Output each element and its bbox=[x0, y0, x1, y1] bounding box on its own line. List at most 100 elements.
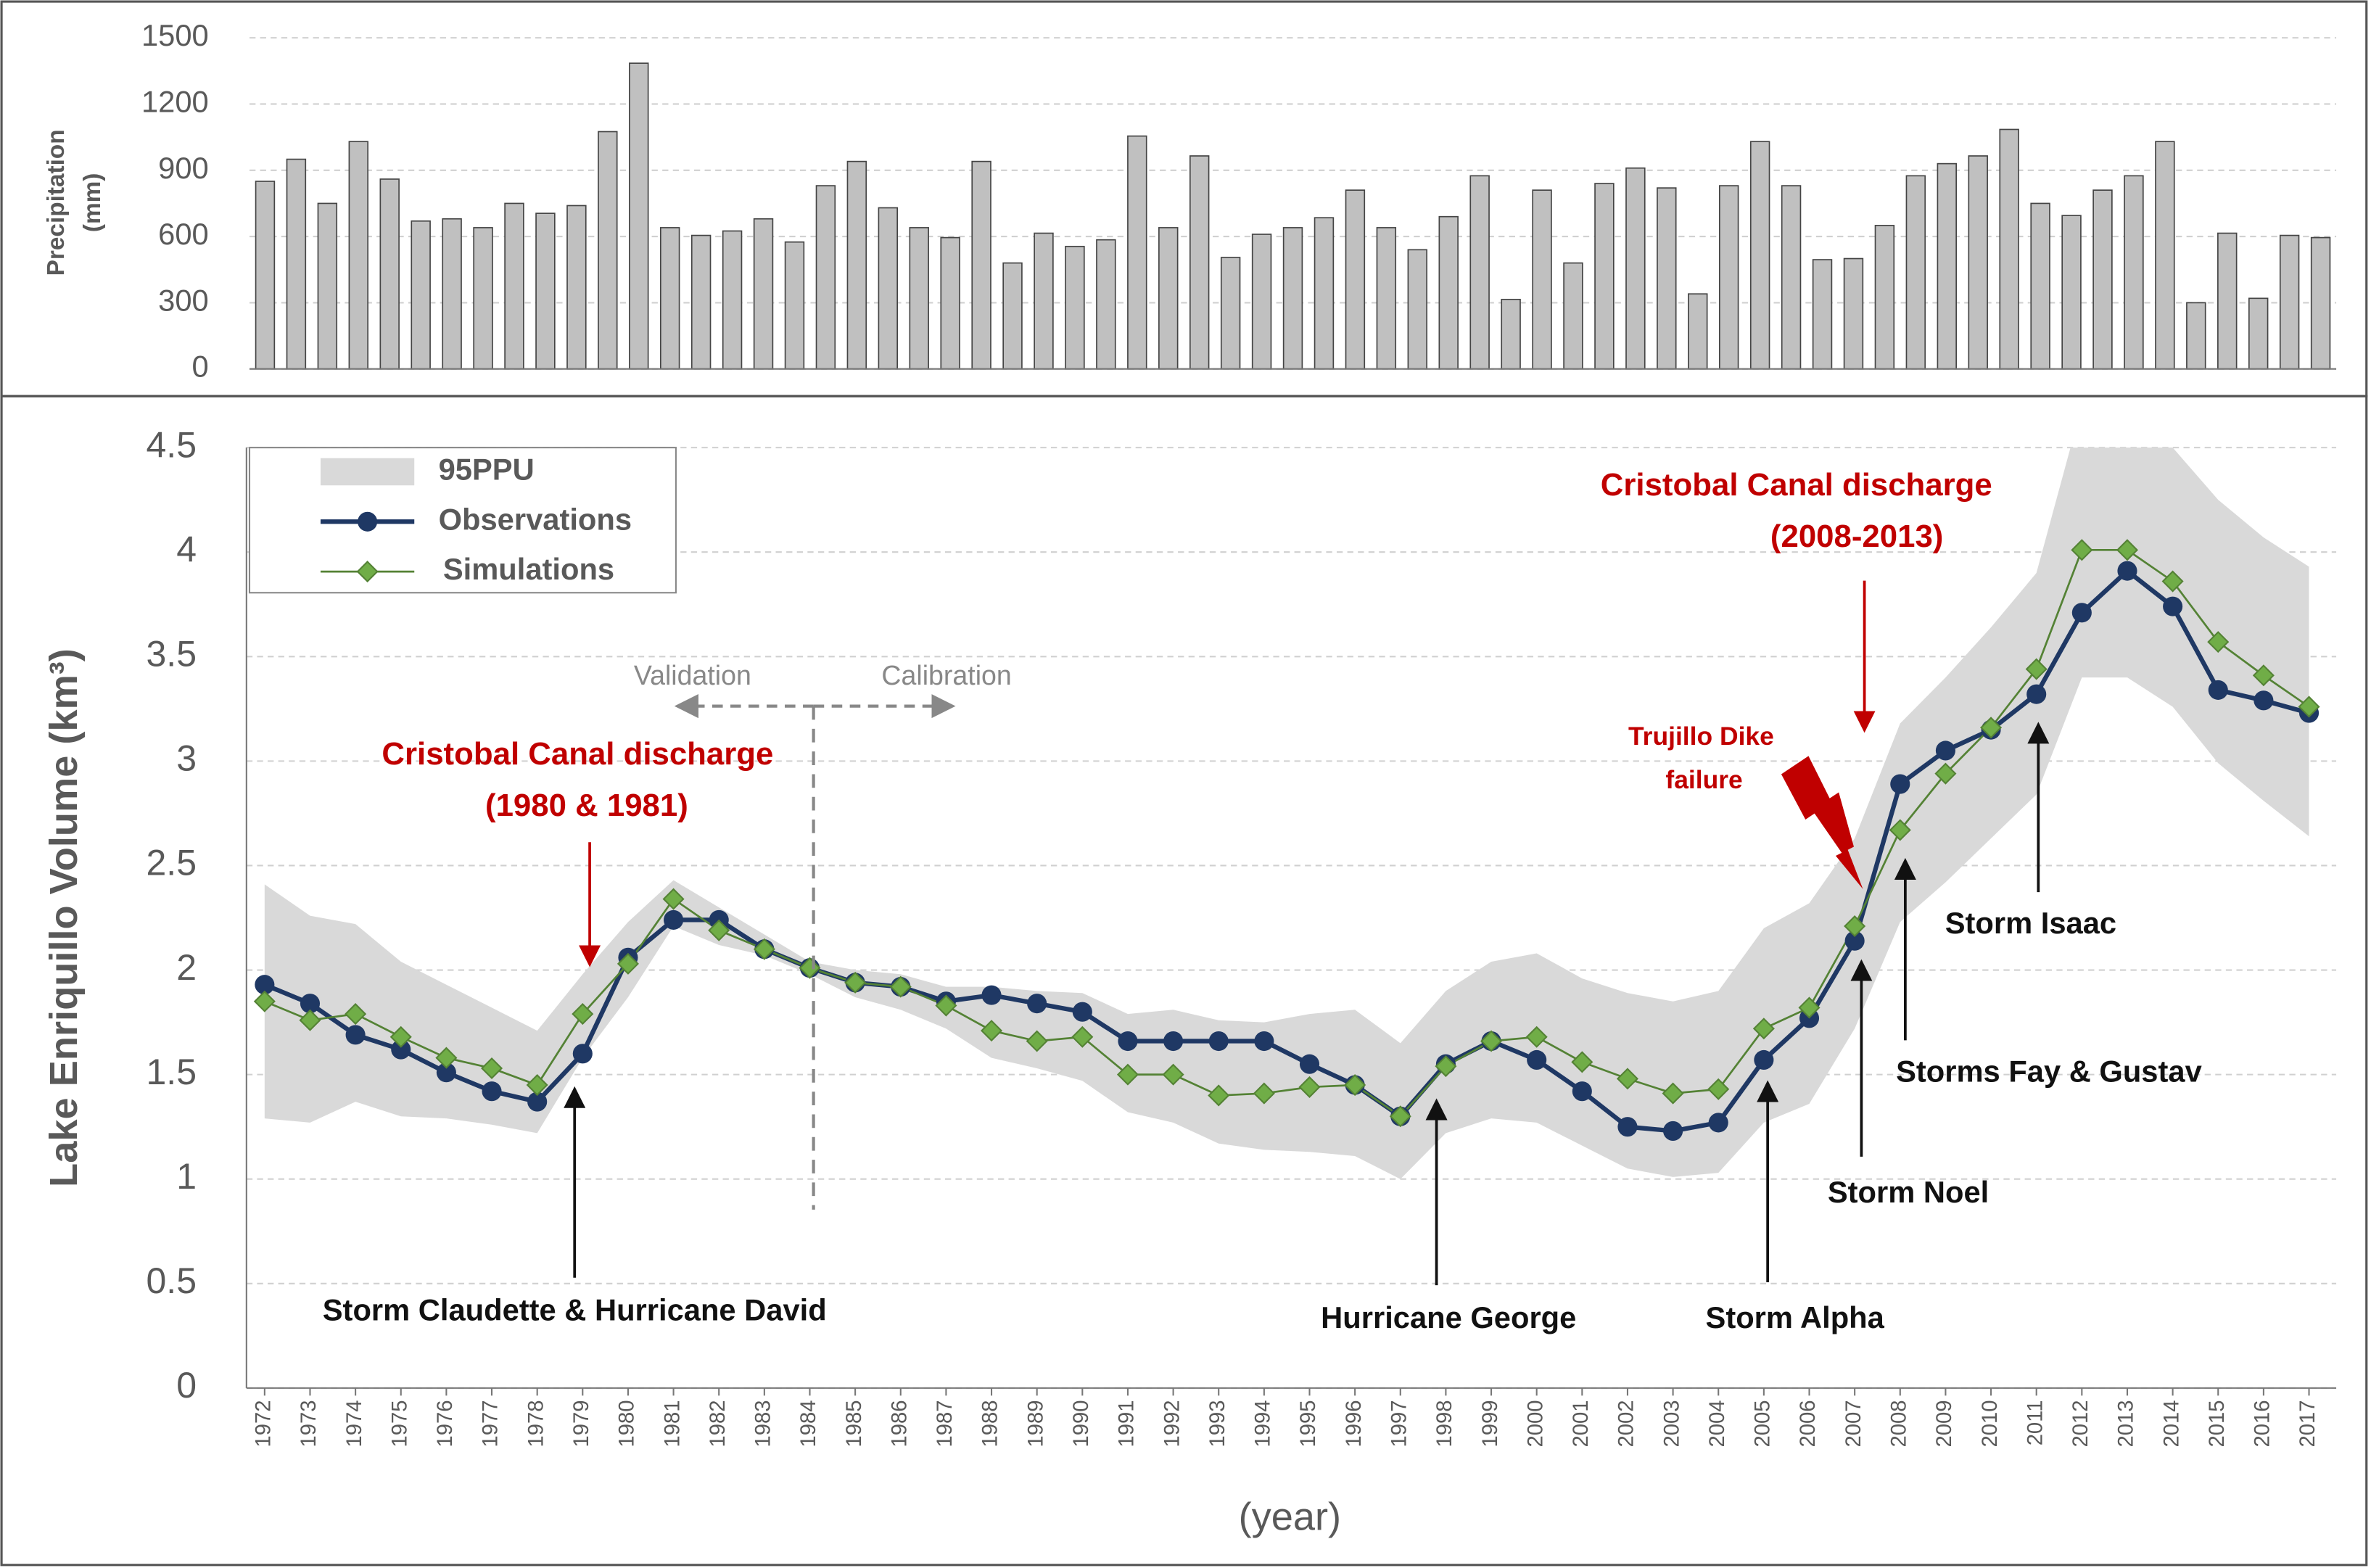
simulation-point bbox=[1934, 762, 1957, 785]
y-tick-label: 0 bbox=[192, 350, 209, 384]
observation-point bbox=[1935, 740, 1955, 761]
bar bbox=[722, 230, 743, 370]
observation-point bbox=[1663, 1121, 1683, 1141]
bar bbox=[2217, 232, 2238, 370]
bar bbox=[598, 131, 618, 370]
simulation-point bbox=[2298, 696, 2320, 718]
bar bbox=[1407, 249, 1428, 370]
bar bbox=[1065, 245, 1085, 370]
bar bbox=[379, 178, 400, 370]
x-tick-label: 1981 bbox=[661, 1400, 684, 1448]
annotation: Storm Isaac bbox=[1945, 906, 2116, 940]
bar bbox=[878, 207, 899, 370]
simulation-point bbox=[844, 971, 867, 994]
simulation-point bbox=[299, 1009, 321, 1031]
observation-point bbox=[1163, 1031, 1184, 1052]
x-tick-label: 1977 bbox=[479, 1400, 503, 1448]
simulation-point bbox=[1298, 1076, 1321, 1098]
x-tick-label: 2005 bbox=[1752, 1400, 1775, 1448]
bar bbox=[1688, 293, 1708, 370]
uncertainty-band bbox=[264, 447, 2309, 1179]
y-tick-label: 1500 bbox=[141, 18, 209, 52]
bar bbox=[753, 218, 774, 370]
x-tick-label: 2008 bbox=[1887, 1400, 1910, 1448]
x-tick-label: 2010 bbox=[1979, 1400, 2002, 1448]
x-tick-label: 2014 bbox=[2160, 1400, 2183, 1448]
bar bbox=[2279, 234, 2300, 370]
simulation-point bbox=[617, 952, 639, 975]
simulation-point bbox=[1344, 1074, 1366, 1097]
x-tick-label: 2002 bbox=[1615, 1400, 1638, 1448]
bar bbox=[909, 227, 929, 370]
legend-marker bbox=[356, 561, 379, 583]
simulation-point bbox=[935, 994, 957, 1017]
bar bbox=[1282, 227, 1303, 370]
x-tick-label: 1974 bbox=[343, 1400, 366, 1448]
simulation-point bbox=[1026, 1030, 1048, 1052]
x-tick-label: 1998 bbox=[1433, 1400, 1456, 1448]
plot-area bbox=[253, 447, 2320, 1179]
x-tick-label: 2015 bbox=[2206, 1400, 2229, 1448]
bar bbox=[784, 241, 805, 370]
bar bbox=[629, 62, 649, 370]
simulation-point bbox=[1707, 1078, 1730, 1100]
observation-point bbox=[1617, 1117, 1638, 1137]
annotation: Storm Noel bbox=[1828, 1175, 1989, 1209]
x-tick-label: 2017 bbox=[2296, 1400, 2320, 1448]
x-tick-label: 1992 bbox=[1160, 1400, 1184, 1448]
observation-point bbox=[1890, 774, 1910, 794]
bar bbox=[1034, 232, 1054, 370]
bar bbox=[442, 218, 462, 370]
simulation-point bbox=[2207, 631, 2230, 653]
x-tick-label: 2012 bbox=[2069, 1400, 2092, 1448]
simulation-point bbox=[1116, 1063, 1139, 1086]
x-tick-label: 2011 bbox=[2024, 1400, 2047, 1446]
bar bbox=[255, 181, 276, 370]
bar bbox=[1345, 189, 1366, 370]
x-tick-label: 1991 bbox=[1116, 1400, 1139, 1448]
simulation-point bbox=[1162, 1063, 1184, 1086]
x-tick-label: 2000 bbox=[1524, 1400, 1547, 1448]
x-tick-label: 2007 bbox=[1842, 1400, 1865, 1448]
bar bbox=[2186, 302, 2206, 370]
x-tick-label: 1994 bbox=[1252, 1400, 1275, 1448]
observation-point bbox=[2208, 680, 2228, 700]
simulation-point bbox=[1798, 996, 1820, 1019]
annotation: Cristobal Canal discharge bbox=[1601, 467, 1992, 503]
bar bbox=[815, 185, 836, 370]
observation-point bbox=[1527, 1049, 1547, 1070]
annotation: Trujillo Dike bbox=[1628, 722, 1774, 751]
bar bbox=[1843, 257, 1864, 370]
simulation-point bbox=[2071, 539, 2093, 561]
y-tick-label: 0.5 bbox=[146, 1260, 197, 1301]
y-tick-label: 600 bbox=[158, 217, 209, 251]
bar bbox=[1594, 183, 1615, 370]
y-axis-label: Lake Enriquillo Volume (km³) bbox=[42, 648, 86, 1187]
x-tick-label: 1999 bbox=[1479, 1400, 1502, 1448]
bar bbox=[659, 227, 680, 370]
observation-point bbox=[2254, 690, 2274, 711]
x-tick-label: 1993 bbox=[1206, 1400, 1229, 1448]
observation-point bbox=[436, 1062, 456, 1083]
observation-point bbox=[1754, 1049, 1774, 1070]
bar bbox=[1532, 189, 1552, 370]
simulation-point bbox=[526, 1074, 548, 1097]
x-tick-label: 2009 bbox=[1933, 1400, 1956, 1448]
x-tick-label: 2016 bbox=[2251, 1400, 2275, 1448]
bar bbox=[504, 202, 524, 370]
bar bbox=[690, 234, 712, 370]
simulation-point bbox=[708, 919, 730, 941]
observation-point bbox=[2026, 684, 2047, 704]
y-tick-label: 300 bbox=[158, 283, 209, 317]
annotation: Storm Claudette & Hurricane David bbox=[323, 1293, 827, 1327]
bar bbox=[1251, 234, 1272, 370]
bar bbox=[1501, 299, 1521, 370]
bottom-frame bbox=[0, 395, 2368, 1567]
observation-point bbox=[1208, 1031, 1229, 1052]
x-tick-label: 2003 bbox=[1660, 1400, 1683, 1448]
simulation-point bbox=[662, 888, 685, 910]
bar bbox=[317, 202, 338, 370]
legend-marker bbox=[358, 511, 378, 532]
x-tick-label: 2004 bbox=[1706, 1400, 1729, 1448]
y-axis-label: Precipitation bbox=[43, 129, 70, 276]
